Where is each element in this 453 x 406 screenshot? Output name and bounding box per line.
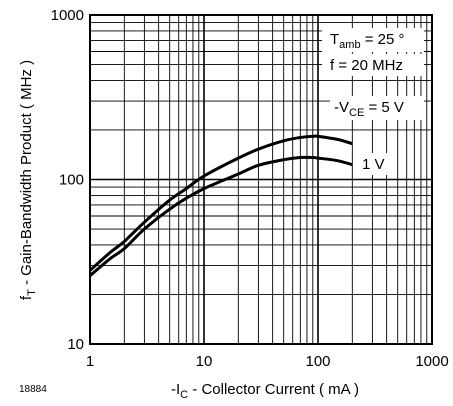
frequency-annotation: f = 20 MHz <box>330 57 403 74</box>
annotation-bg-freq <box>322 54 424 76</box>
series-line-vce-5v <box>89 134 353 272</box>
series-line-vce-1v <box>89 155 353 277</box>
plot-frame <box>89 14 433 345</box>
y-tick-label: 100 <box>59 172 84 189</box>
annotation-bg-1v <box>358 153 394 175</box>
y-tick-label: 1000 <box>51 7 84 24</box>
y-axis-title: fT - Gain-Bandwidth Product ( MHz ) <box>18 60 38 300</box>
x-axis-title: -IC - Collector Current ( mA ) <box>171 381 359 401</box>
series-group <box>89 134 353 277</box>
x-tick-label: 10 <box>196 353 213 370</box>
series-label-1v: 1 V <box>362 156 385 173</box>
vce-annotation: -VCE = 5 V <box>334 99 404 119</box>
x-tick-label: 100 <box>305 353 330 370</box>
annotation-bg-tamb <box>322 28 424 52</box>
tamb-annotation: Tamb = 25 ° <box>330 31 405 51</box>
x-tick-label: 1 <box>86 353 94 370</box>
figure-id: 18884 <box>19 384 47 395</box>
y-tick-label: 10 <box>67 336 84 353</box>
annotation-bg-vce <box>330 96 424 120</box>
x-tick-label: 1000 <box>415 353 448 370</box>
